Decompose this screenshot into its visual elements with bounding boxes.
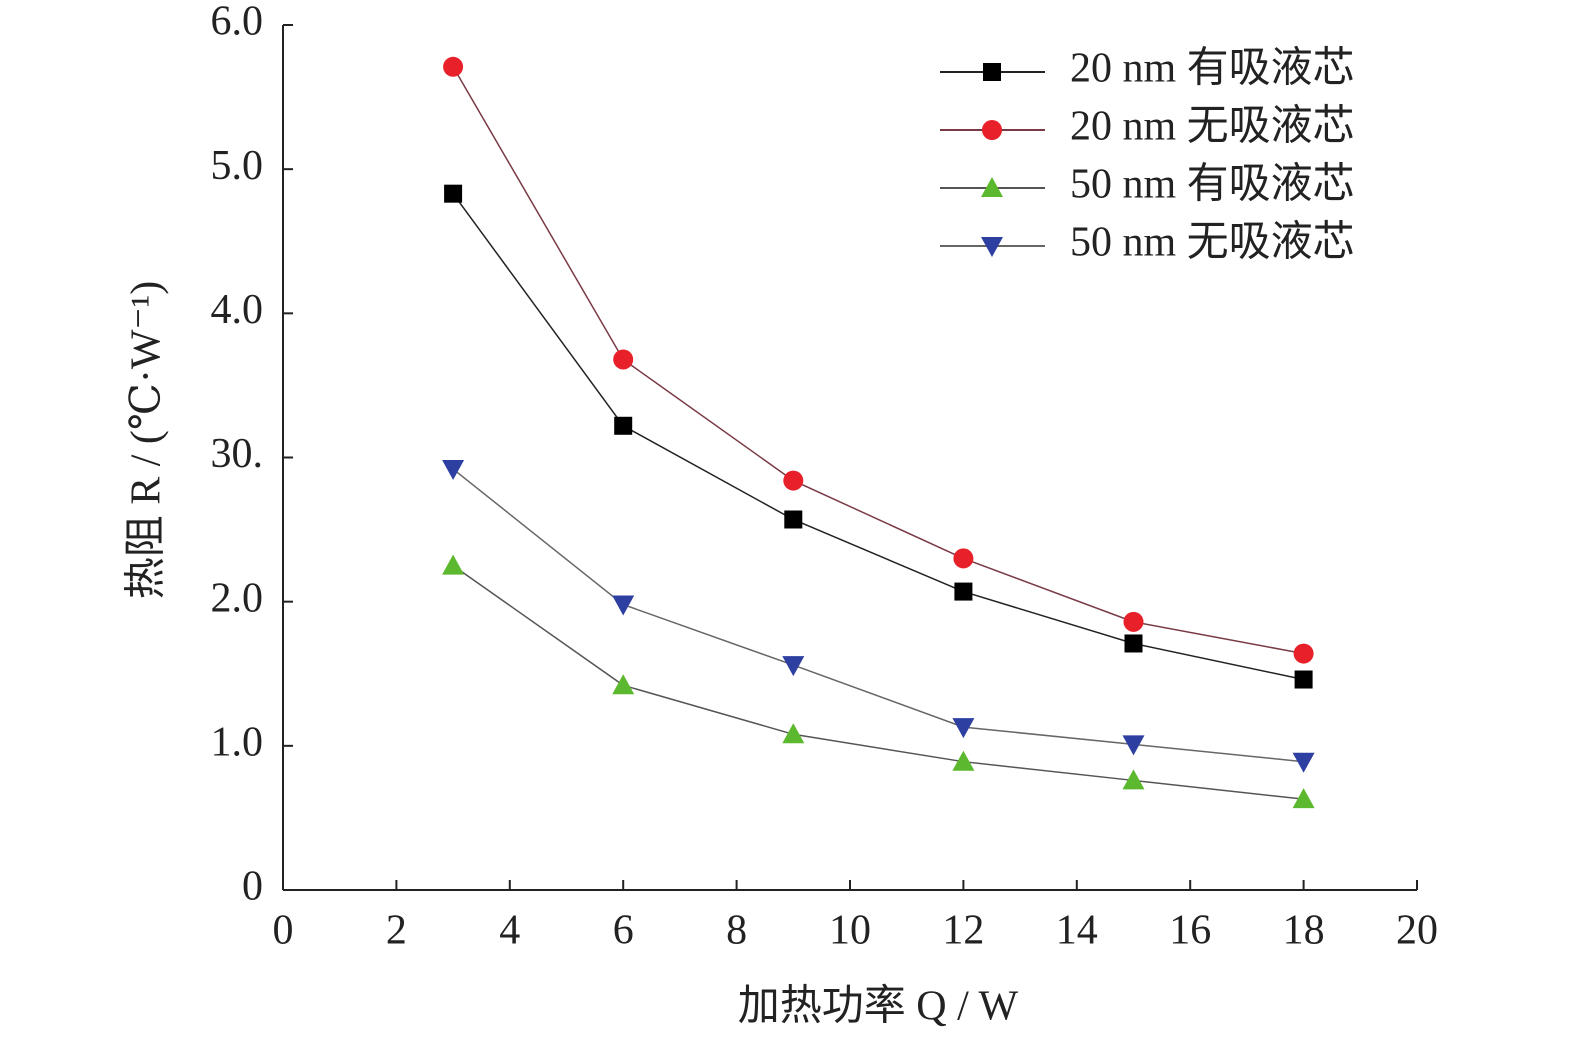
marker [952,718,975,739]
x-tick-label: 2 [386,908,407,954]
x-tick-label: 4 [499,908,520,954]
marker [784,510,803,529]
marker [1122,769,1145,790]
x-tick-label: 10 [829,908,871,954]
marker [1293,643,1314,664]
marker [613,349,634,370]
marker [782,656,805,677]
x-axis-label: 加热功率 Q / W [738,983,1019,1030]
marker [442,554,465,575]
marker [443,56,464,77]
marker [442,460,465,481]
marker [1294,670,1313,689]
marker [953,548,974,569]
marker [1123,611,1144,632]
legend-marker [981,177,1003,197]
marker [952,750,975,771]
marker [782,723,805,744]
series-line [452,565,1304,800]
marker [612,595,635,616]
x-tick-label: 14 [1056,908,1098,954]
series-line [452,66,1304,655]
legend-marker [982,120,1002,140]
series-line [452,468,1304,763]
legend-label: 50 nm 无吸液芯 [1070,220,1355,266]
legend-marker [981,237,1003,257]
y-tick-label: 6.0 [211,0,264,45]
y-tick-label: 4.0 [211,287,264,333]
marker [1124,634,1143,653]
y-tick-label: 1.0 [211,719,264,765]
y-tick-label: 2.0 [211,575,264,621]
series-line [452,193,1304,681]
marker [444,184,463,203]
marker [612,674,635,695]
legend-label: 20 nm 有吸液芯 [1070,46,1355,92]
x-tick-label: 18 [1283,908,1325,954]
legend-label: 50 nm 有吸液芯 [1070,162,1355,208]
x-tick-label: 6 [613,908,634,954]
x-tick-label: 16 [1169,908,1211,954]
marker [783,470,804,491]
x-tick-label: 12 [942,908,984,954]
marker [1292,788,1315,809]
marker [1122,735,1145,756]
marker [954,582,973,601]
y-tick-label: 0 [242,864,263,910]
y-tick-label: 5.0 [211,143,264,189]
y-tick-label: 30. [211,431,264,477]
marker [614,416,633,435]
x-tick-label: 8 [726,908,747,954]
legend-marker [983,63,1001,81]
legend-label: 20 nm 无吸液芯 [1070,104,1355,150]
x-tick-label: 20 [1396,908,1438,954]
x-tick-label: 0 [273,908,294,954]
marker [1292,752,1315,773]
y-axis-label: 热阻 R / (℃·W⁻¹) [124,281,170,600]
